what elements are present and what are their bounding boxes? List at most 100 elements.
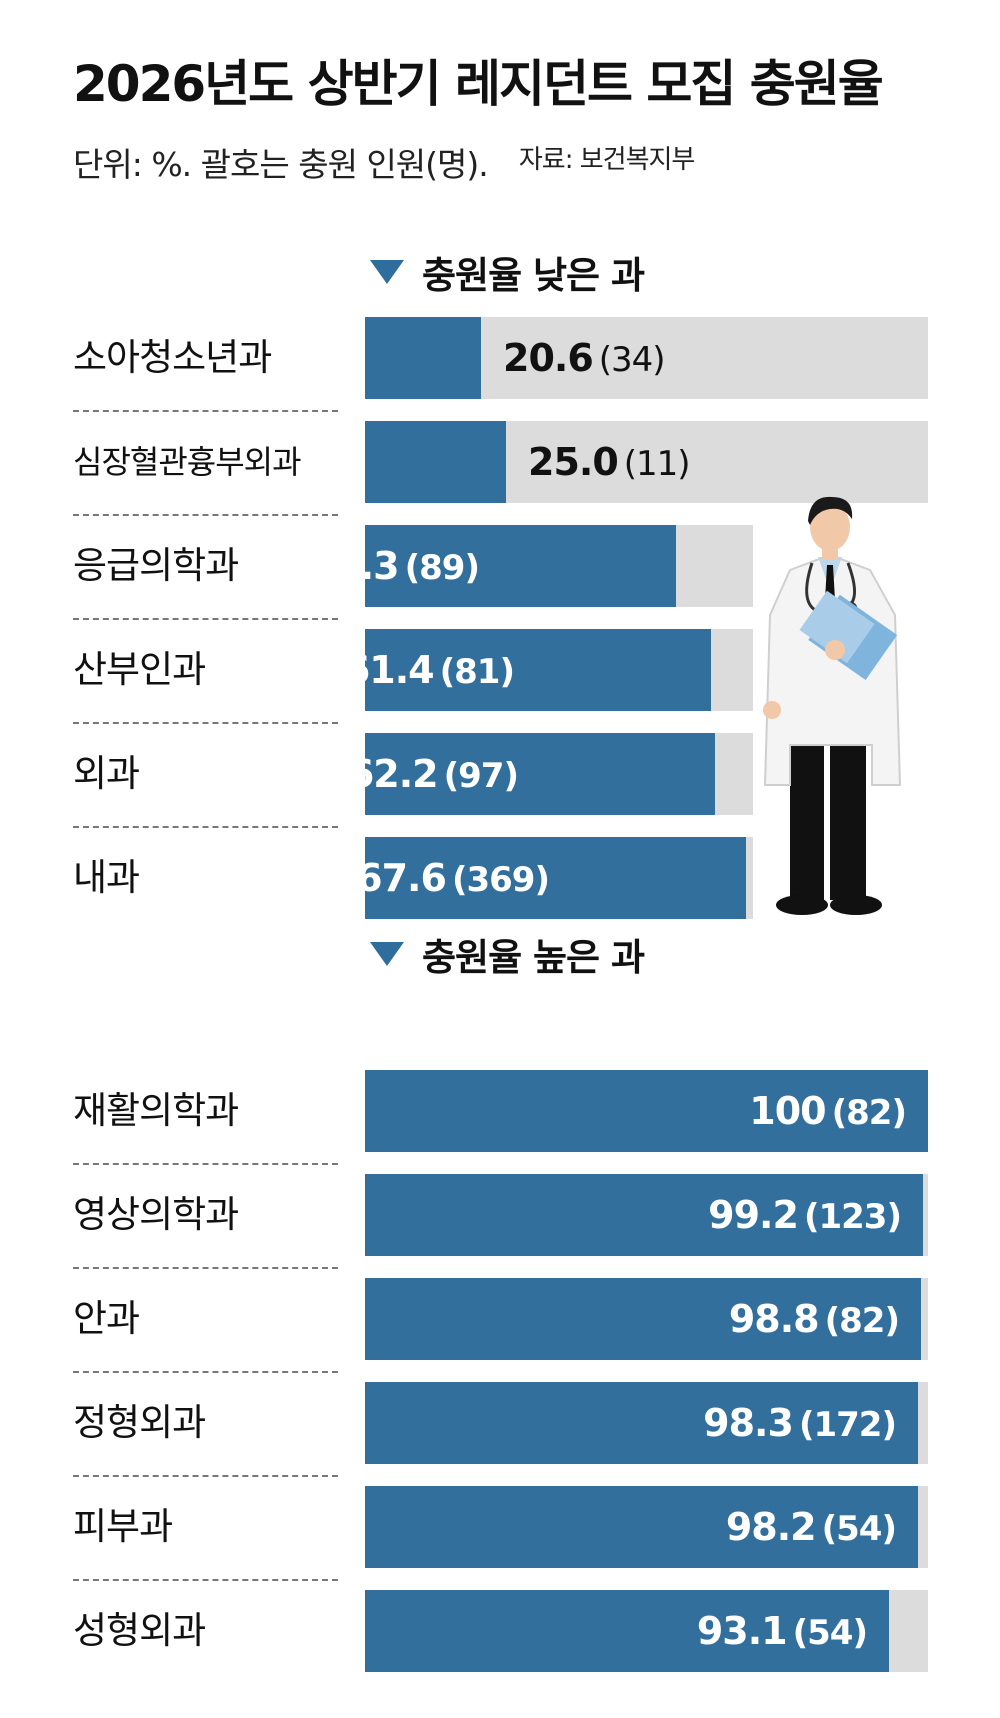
section-high-heading: 충원율 높은 과 [370, 927, 645, 981]
bar [365, 1486, 918, 1568]
data-label: 100 (82) [749, 1070, 907, 1152]
bar [365, 1174, 923, 1256]
bar-track: 99.2 (123) [365, 1174, 928, 1256]
value-label: 61.4 [343, 648, 435, 692]
data-label: 98.2 (54) [725, 1486, 897, 1568]
bar [365, 733, 715, 815]
bar [365, 629, 711, 711]
row-divider [73, 1267, 338, 1269]
row-divider [73, 1371, 338, 1373]
value-label: 98.3 [703, 1401, 794, 1445]
row-divider [73, 514, 338, 516]
row-divider [73, 618, 338, 620]
bar-row: 심장혈관흉부외과 25.0 (11) [0, 421, 1000, 503]
count-label: (34) [598, 340, 666, 380]
bar [365, 1070, 928, 1152]
bar [365, 1278, 921, 1360]
bar-track: 61.4 (81) [344, 629, 753, 711]
bar [365, 837, 746, 919]
section-low-heading: 충원율 낮은 과 [370, 245, 645, 299]
category-label: 안과 [73, 1297, 140, 1340]
value-label: 93.1 [696, 1609, 788, 1653]
chart-title: 2026년도 상반기 레지던트 모집 충원율 [73, 55, 884, 113]
category-label: 외과 [73, 752, 140, 795]
count-label: (82) [824, 1301, 900, 1341]
count-label: (369) [451, 860, 550, 900]
section-high-title: 충원율 높은 과 [422, 936, 645, 979]
bar-row: 소아청소년과 20.6 (34) [0, 317, 1000, 399]
bar-row: 외과 62.2 (97) [0, 733, 1000, 815]
category-label: 소아청소년과 [73, 336, 272, 379]
bar-row: 재활의학과 100 (82) [0, 1070, 1000, 1152]
data-label: 98.8 (82) [728, 1278, 900, 1360]
subtitle-row: 단위: %. 괄호는 충원 인원(명). 자료: 보건복지부 [73, 138, 695, 186]
bar-track: 98.8 (82) [365, 1278, 928, 1360]
category-label: 피부과 [73, 1505, 173, 1548]
count-label: (54) [792, 1613, 868, 1653]
bar-track: 98.3 (172) [365, 1382, 928, 1464]
category-label: 심장혈관흉부외과 [73, 443, 302, 481]
bar-row: 안과 98.8 (82) [0, 1278, 1000, 1360]
bar-track: 93.1 (54) [365, 1590, 928, 1672]
count-label: (54) [821, 1509, 897, 1549]
category-label: 내과 [73, 856, 140, 899]
bar-track: 98.2 (54) [365, 1486, 928, 1568]
bar [365, 525, 676, 607]
section-low-title: 충원율 낮은 과 [422, 254, 645, 297]
bar-track: 100 (82) [365, 1070, 928, 1152]
bar-row: 성형외과 93.1 (54) [0, 1590, 1000, 1672]
row-divider [73, 722, 338, 724]
data-label: 98.3 (172) [703, 1382, 897, 1464]
value-label: 100 [749, 1089, 826, 1133]
category-label: 산부인과 [73, 648, 206, 691]
category-label: 응급의학과 [73, 544, 239, 587]
count-label: (123) [803, 1197, 902, 1237]
bar-track: 62.2 (97) [348, 733, 753, 815]
value-label: 99.2 [708, 1193, 799, 1237]
bar-row: 피부과 98.2 (54) [0, 1486, 1000, 1568]
count-label: (97) [443, 756, 519, 796]
bar-row: 영상의학과 99.2 (123) [0, 1174, 1000, 1256]
data-label: 20.6 (34) [503, 317, 666, 399]
bar-track: 67.6 (369) [356, 837, 753, 919]
bar [365, 1382, 918, 1464]
source-note: 자료: 보건복지부 [518, 145, 695, 175]
count-label: (82) [831, 1093, 907, 1133]
data-label: 55.3 (89) [308, 525, 480, 607]
triangle-down-icon [370, 260, 404, 284]
value-label: 67.6 [356, 856, 447, 900]
doctor-illustration-icon [763, 496, 902, 915]
triangle-down-icon [370, 942, 404, 966]
value-label: 25.0 [528, 440, 619, 484]
category-label: 영상의학과 [73, 1193, 239, 1236]
category-label: 성형외과 [73, 1609, 206, 1652]
value-label: 98.2 [725, 1505, 817, 1549]
count-label: (89) [404, 548, 480, 588]
data-label: 62.2 (97) [347, 733, 519, 815]
bar-track: 20.6 (34) [365, 317, 928, 399]
data-label: 99.2 (123) [708, 1174, 902, 1256]
bar-row: 내과 67.6 (369) [0, 837, 1000, 919]
bar-row: 정형외과 98.3 (172) [0, 1382, 1000, 1464]
bar-row: 응급의학과 55.3 (89) [0, 525, 1000, 607]
value-label: 98.8 [728, 1297, 820, 1341]
bar [365, 421, 506, 503]
data-label: 93.1 (54) [696, 1590, 868, 1672]
row-divider [73, 1475, 338, 1477]
category-label: 재활의학과 [73, 1089, 239, 1132]
row-divider [73, 1579, 338, 1581]
value-label: 62.2 [347, 752, 439, 796]
bar-track: 25.0 (11) [365, 421, 928, 503]
count-label: (11) [623, 444, 691, 484]
bar-row: 산부인과 61.4 (81) [0, 629, 1000, 711]
value-label: 55.3 [308, 544, 400, 588]
count-label: (81) [439, 652, 515, 692]
bar [365, 317, 481, 399]
unit-note: 단위: %. 괄호는 충원 인원(명). [73, 145, 489, 184]
count-label: (172) [798, 1405, 897, 1445]
row-divider [73, 410, 338, 412]
data-label: 61.4 (81) [343, 629, 515, 711]
value-label: 20.6 [503, 336, 594, 380]
row-divider [73, 826, 338, 828]
